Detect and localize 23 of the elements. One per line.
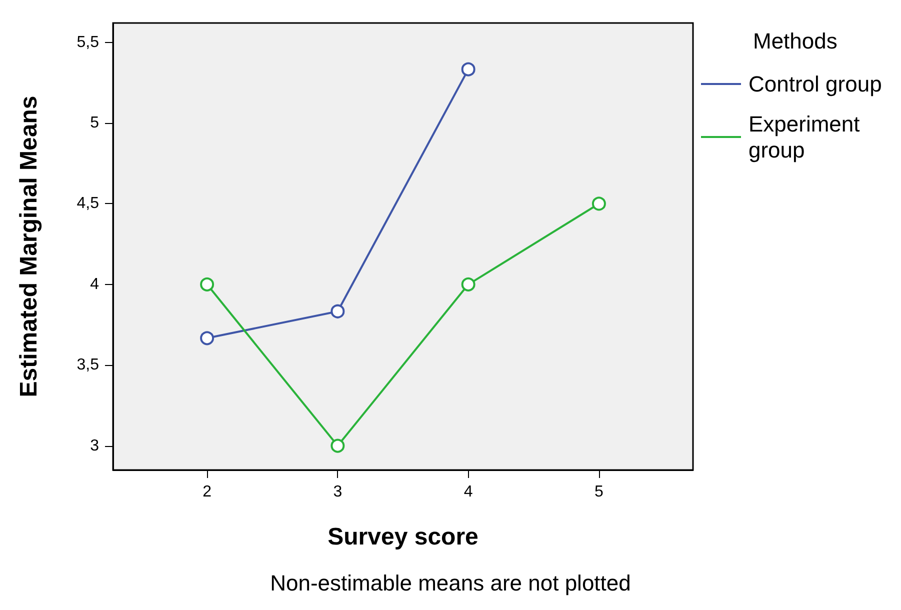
y-tick-label: 4 bbox=[90, 276, 100, 293]
y-tick-label: 5 bbox=[90, 114, 100, 132]
point bbox=[330, 438, 345, 453]
point bbox=[592, 196, 606, 211]
legend-title: Methods bbox=[753, 28, 838, 54]
y-tick-label: 5,5 bbox=[76, 34, 100, 51]
legend-label: Control group bbox=[748, 72, 882, 96]
y-axis-title: Estimated Marginal Means bbox=[16, 96, 42, 398]
y-tick-label: 3 bbox=[90, 437, 100, 454]
x-tick-label: 4 bbox=[464, 484, 473, 500]
x-tick-label: 2 bbox=[202, 484, 212, 500]
point bbox=[461, 62, 476, 76]
point bbox=[200, 277, 214, 292]
x-tick-label: 3 bbox=[333, 484, 342, 500]
legend-label: Experiment group bbox=[748, 112, 866, 162]
point bbox=[200, 331, 214, 346]
x-axis-title: Survey score bbox=[328, 524, 478, 550]
text: Non-estimable means are not plotted bbox=[270, 570, 631, 596]
y-tick-label: 3,5 bbox=[76, 356, 100, 374]
y-tick-label: 4,5 bbox=[76, 195, 100, 212]
point bbox=[461, 277, 476, 292]
x-tick-label: 5 bbox=[594, 484, 604, 500]
point bbox=[330, 304, 345, 318]
